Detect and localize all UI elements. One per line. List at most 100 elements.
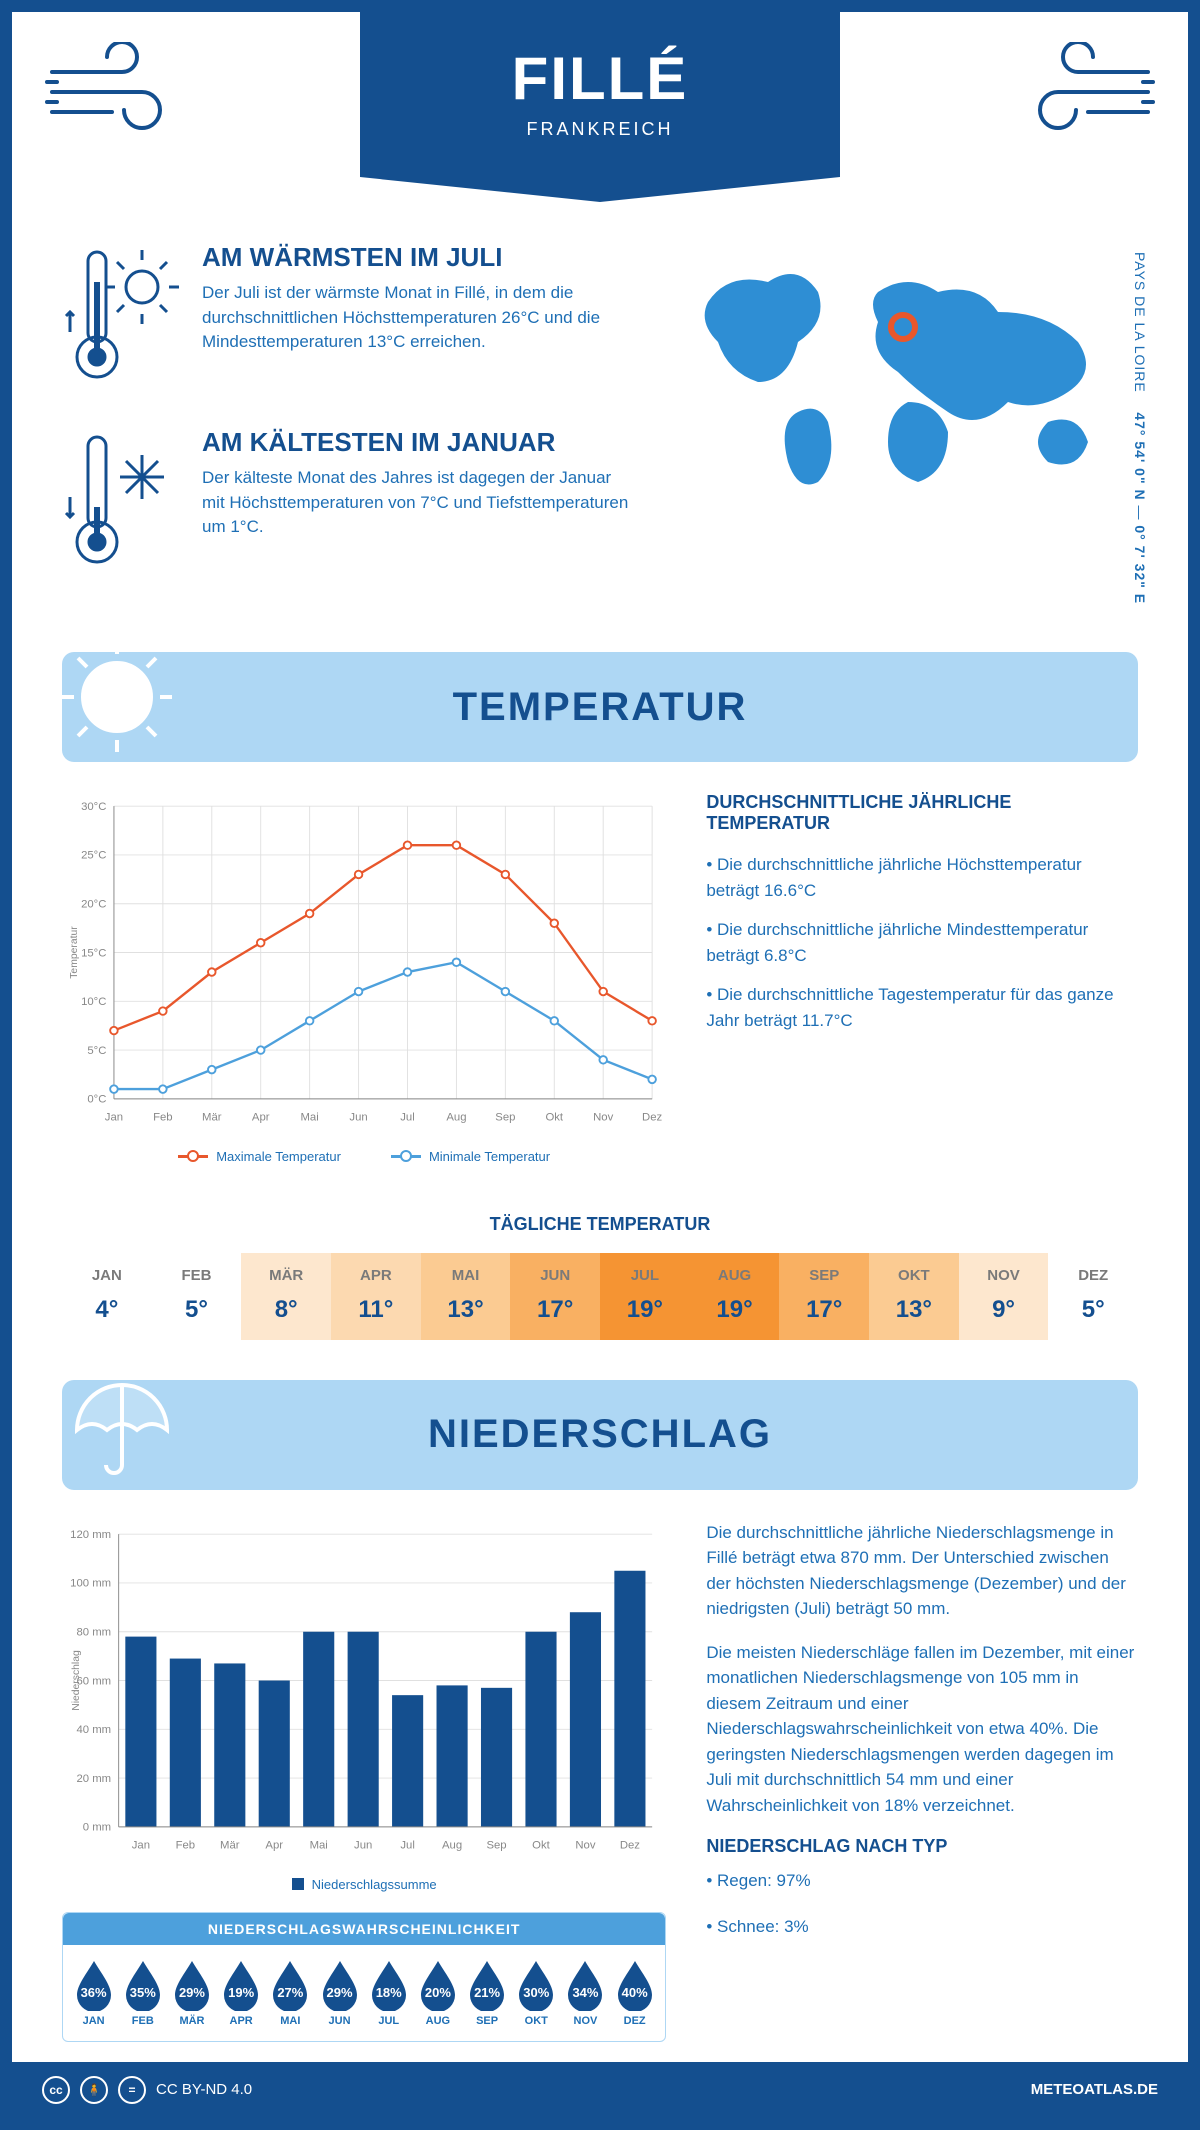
svg-text:10°C: 10°C	[81, 996, 106, 1008]
raindrop-icon: 35%	[122, 1959, 164, 2011]
svg-text:Aug: Aug	[442, 1840, 462, 1852]
prob-cell: 35% FEB	[118, 1959, 167, 2027]
daily-temp-cell: OKT13°	[869, 1253, 959, 1340]
svg-text:30°C: 30°C	[81, 801, 106, 813]
prob-title: NIEDERSCHLAGSWAHRSCHEINLICHKEIT	[63, 1913, 665, 1945]
precip-left-col: 0 mm20 mm40 mm60 mm80 mm100 mm120 mmJanF…	[62, 1520, 666, 2042]
license-text: CC BY-ND 4.0	[156, 2081, 252, 2098]
precip-body: 0 mm20 mm40 mm60 mm80 mm100 mm120 mmJanF…	[12, 1490, 1188, 2062]
svg-text:Jun: Jun	[349, 1112, 367, 1124]
cc-icon: cc	[42, 2076, 70, 2104]
daily-temp-cell: FEB5°	[152, 1253, 242, 1340]
raindrop-icon: 30%	[515, 1959, 557, 2011]
svg-text:0 mm: 0 mm	[83, 1822, 111, 1834]
svg-text:40 mm: 40 mm	[76, 1724, 111, 1736]
svg-text:0°C: 0°C	[87, 1094, 106, 1106]
svg-text:Mai: Mai	[301, 1112, 319, 1124]
intro-section: AM WÄRMSTEN IM JULI Der Juli ist der wär…	[12, 212, 1188, 652]
svg-text:20°C: 20°C	[81, 899, 106, 911]
avg-temp-title: DURCHSCHNITTLICHE JÄHRLICHE TEMPERATUR	[706, 792, 1138, 834]
svg-text:Nov: Nov	[575, 1840, 595, 1852]
raindrop-icon: 18%	[368, 1959, 410, 2011]
precip-para-1: Die durchschnittliche jährliche Niedersc…	[706, 1520, 1138, 1622]
wind-icon	[42, 42, 182, 142]
raindrop-icon: 27%	[269, 1959, 311, 2011]
country-subtitle: FRANKREICH	[360, 119, 840, 140]
warmest-text: Der Juli ist der wärmste Monat in Fillé,…	[202, 281, 638, 355]
umbrella-icon	[52, 1360, 182, 1490]
svg-text:Jan: Jan	[132, 1840, 150, 1852]
wind-icon	[1018, 42, 1158, 142]
raindrop-icon: 20%	[417, 1959, 459, 2011]
svg-text:20 mm: 20 mm	[76, 1773, 111, 1785]
svg-text:Aug: Aug	[446, 1112, 466, 1124]
temp-bullet: • Die durchschnittliche jährliche Höchst…	[706, 852, 1138, 903]
svg-text:Jul: Jul	[400, 1112, 414, 1124]
daily-temp-table: JAN4°FEB5°MÄR8°APR11°MAI13°JUN17°JUL19°A…	[62, 1253, 1138, 1340]
svg-text:Jun: Jun	[354, 1840, 372, 1852]
warmest-block: AM WÄRMSTEN IM JULI Der Juli ist der wär…	[62, 242, 638, 397]
temp-chart-legend: Maximale Temperatur Minimale Temperatur	[62, 1149, 666, 1164]
precip-type-bullet: • Regen: 97%	[706, 1867, 1138, 1894]
temperature-text-col: DURCHSCHNITTLICHE JÄHRLICHE TEMPERATUR •…	[706, 792, 1138, 1164]
precip-chart-legend: Niederschlagssumme	[62, 1877, 666, 1892]
svg-text:Feb: Feb	[176, 1840, 196, 1852]
footer: cc 🧍 = CC BY-ND 4.0 METEOATLAS.DE	[12, 2062, 1188, 2118]
prob-cell: 29% MÄR	[167, 1959, 216, 2027]
precip-probability-box: NIEDERSCHLAGSWAHRSCHEINLICHKEIT 36% JAN …	[62, 1912, 666, 2042]
svg-text:Apr: Apr	[265, 1840, 283, 1852]
temperature-title: TEMPERATUR	[182, 685, 1138, 730]
raindrop-icon: 29%	[319, 1959, 361, 2011]
precip-title: NIEDERSCHLAG	[182, 1412, 1138, 1457]
svg-text:Mai: Mai	[310, 1840, 328, 1852]
svg-text:Apr: Apr	[252, 1112, 270, 1124]
svg-text:Jul: Jul	[400, 1840, 414, 1852]
precip-type-bullet: • Schnee: 3%	[706, 1913, 1138, 1940]
daily-temp-cell: MAI13°	[421, 1253, 511, 1340]
svg-text:Okt: Okt	[545, 1112, 563, 1124]
precip-right-col: Die durchschnittliche jährliche Niedersc…	[706, 1520, 1138, 2042]
sun-icon	[52, 632, 182, 762]
city-title: FILLÉ	[360, 44, 840, 113]
legend-min-label: Minimale Temperatur	[429, 1149, 550, 1164]
thermometer-hot-icon	[62, 242, 182, 397]
svg-text:Feb: Feb	[153, 1112, 173, 1124]
precip-legend-label: Niederschlagssumme	[312, 1877, 437, 1892]
daily-temp-cell: JUN17°	[510, 1253, 600, 1340]
svg-text:Sep: Sep	[495, 1112, 515, 1124]
prob-cell: 27% MAI	[266, 1959, 315, 2027]
svg-text:15°C: 15°C	[81, 947, 106, 959]
header: FILLÉ FRANKREICH	[12, 12, 1188, 212]
svg-text:Mär: Mär	[202, 1112, 222, 1124]
daily-temp-cell: APR11°	[331, 1253, 421, 1340]
svg-text:25°C: 25°C	[81, 850, 106, 862]
daily-temp-cell: AUG19°	[690, 1253, 780, 1340]
infographic-page: FILLÉ FRANKREICH AM WÄRMSTEN IM JULI Der…	[0, 0, 1200, 2130]
warmest-title: AM WÄRMSTEN IM JULI	[202, 242, 638, 273]
world-map-panel: PAYS DE LA LOIRE 47° 54' 0" N — 0° 7' 32…	[678, 242, 1138, 612]
svg-text:Temperatur: Temperatur	[69, 926, 80, 979]
daily-temp-cell: JAN4°	[62, 1253, 152, 1340]
coldest-title: AM KÄLTESTEN IM JANUAR	[202, 427, 638, 458]
by-icon: 🧍	[80, 2076, 108, 2104]
raindrop-icon: 21%	[466, 1959, 508, 2011]
precip-type-title: NIEDERSCHLAG NACH TYP	[706, 1836, 1138, 1857]
svg-text:Nov: Nov	[593, 1112, 613, 1124]
svg-text:Okt: Okt	[532, 1840, 550, 1852]
svg-text:5°C: 5°C	[87, 1045, 106, 1057]
daily-temp-cell: NOV9°	[959, 1253, 1049, 1340]
raindrop-icon: 34%	[564, 1959, 606, 2011]
raindrop-icon: 29%	[171, 1959, 213, 2011]
coldest-block: AM KÄLTESTEN IM JANUAR Der kälteste Mona…	[62, 427, 638, 582]
prob-cell: 36% JAN	[69, 1959, 118, 2027]
svg-text:Dez: Dez	[642, 1112, 662, 1124]
daily-temp-title: TÄGLICHE TEMPERATUR	[12, 1214, 1188, 1235]
svg-text:Mär: Mär	[220, 1840, 240, 1852]
daily-temp-cell: MÄR8°	[241, 1253, 331, 1340]
daily-temp-cell: JUL19°	[600, 1253, 690, 1340]
daily-temp-cell: DEZ5°	[1048, 1253, 1138, 1340]
nd-icon: =	[118, 2076, 146, 2104]
legend-max-label: Maximale Temperatur	[216, 1149, 341, 1164]
title-banner: FILLÉ FRANKREICH	[360, 12, 840, 177]
raindrop-icon: 36%	[73, 1959, 115, 2011]
